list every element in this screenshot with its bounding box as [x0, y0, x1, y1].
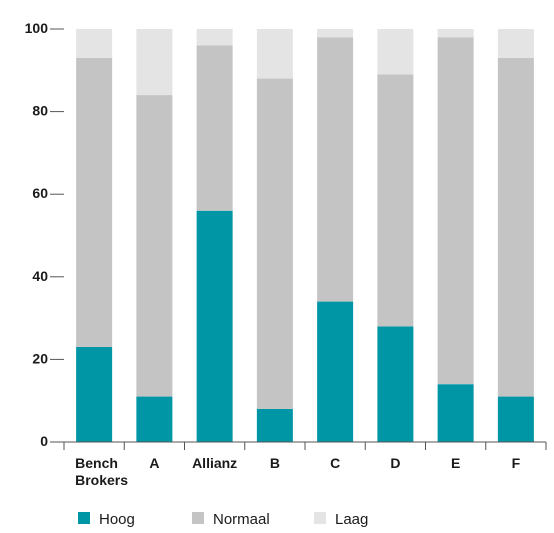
- legend-swatch-laag: [314, 512, 326, 524]
- bar-segment-normaal: [136, 95, 173, 397]
- bar-segment-laag: [497, 29, 534, 58]
- y-axis: 0 20 40 60 80 100: [25, 20, 64, 449]
- x-category-label: F: [512, 455, 521, 471]
- bar-segment-normaal: [76, 57, 113, 348]
- bar-segment-laag: [317, 29, 354, 38]
- y-tick-label: 100: [25, 20, 49, 36]
- bar-segment-normaal: [196, 45, 233, 211]
- legend: Hoog Normaal Laag: [78, 511, 368, 528]
- bar-segment-hoog: [196, 210, 233, 442]
- x-category-label: Bench: [75, 455, 118, 471]
- y-tick-label: 40: [32, 268, 48, 284]
- bars: [76, 29, 534, 442]
- x-category-label: B: [270, 455, 280, 471]
- bar-segment-normaal: [497, 57, 534, 397]
- bar-segment-normaal: [377, 74, 414, 327]
- bar-segment-hoog: [437, 384, 474, 442]
- x-category-label: Allianz: [192, 455, 237, 471]
- bar-segment-hoog: [136, 396, 173, 442]
- y-tick-label: 20: [32, 350, 48, 366]
- bar-segment-normaal: [437, 37, 474, 385]
- x-category-label: A: [149, 455, 159, 471]
- legend-swatch-normaal: [192, 512, 204, 524]
- x-category-label: C: [330, 455, 340, 471]
- bar-segment-hoog: [76, 347, 113, 442]
- bar-segment-laag: [76, 29, 113, 58]
- bar-segment-hoog: [497, 396, 534, 442]
- bar-segment-normaal: [317, 37, 354, 302]
- bar-segment-laag: [377, 29, 414, 75]
- x-category-label: E: [451, 455, 460, 471]
- y-tick-label: 0: [40, 433, 48, 449]
- legend-label-hoog: Hoog: [99, 511, 135, 528]
- bar-segment-laag: [136, 29, 173, 96]
- legend-label-laag: Laag: [335, 511, 368, 528]
- bar-segment-laag: [256, 29, 293, 79]
- bar-segment-hoog: [317, 301, 354, 442]
- legend-swatch-hoog: [78, 512, 90, 524]
- bar-segment-laag: [437, 29, 474, 38]
- bar-segment-laag: [196, 29, 233, 46]
- x-category-label: D: [390, 455, 400, 471]
- bar-segment-hoog: [377, 326, 414, 442]
- bar-segment-hoog: [256, 408, 293, 442]
- y-tick-label: 80: [32, 103, 48, 119]
- bar-segment-normaal: [256, 78, 293, 409]
- legend-label-normaal: Normaal: [213, 511, 270, 528]
- y-tick-label: 60: [32, 185, 48, 201]
- x-category-label: Brokers: [75, 472, 128, 488]
